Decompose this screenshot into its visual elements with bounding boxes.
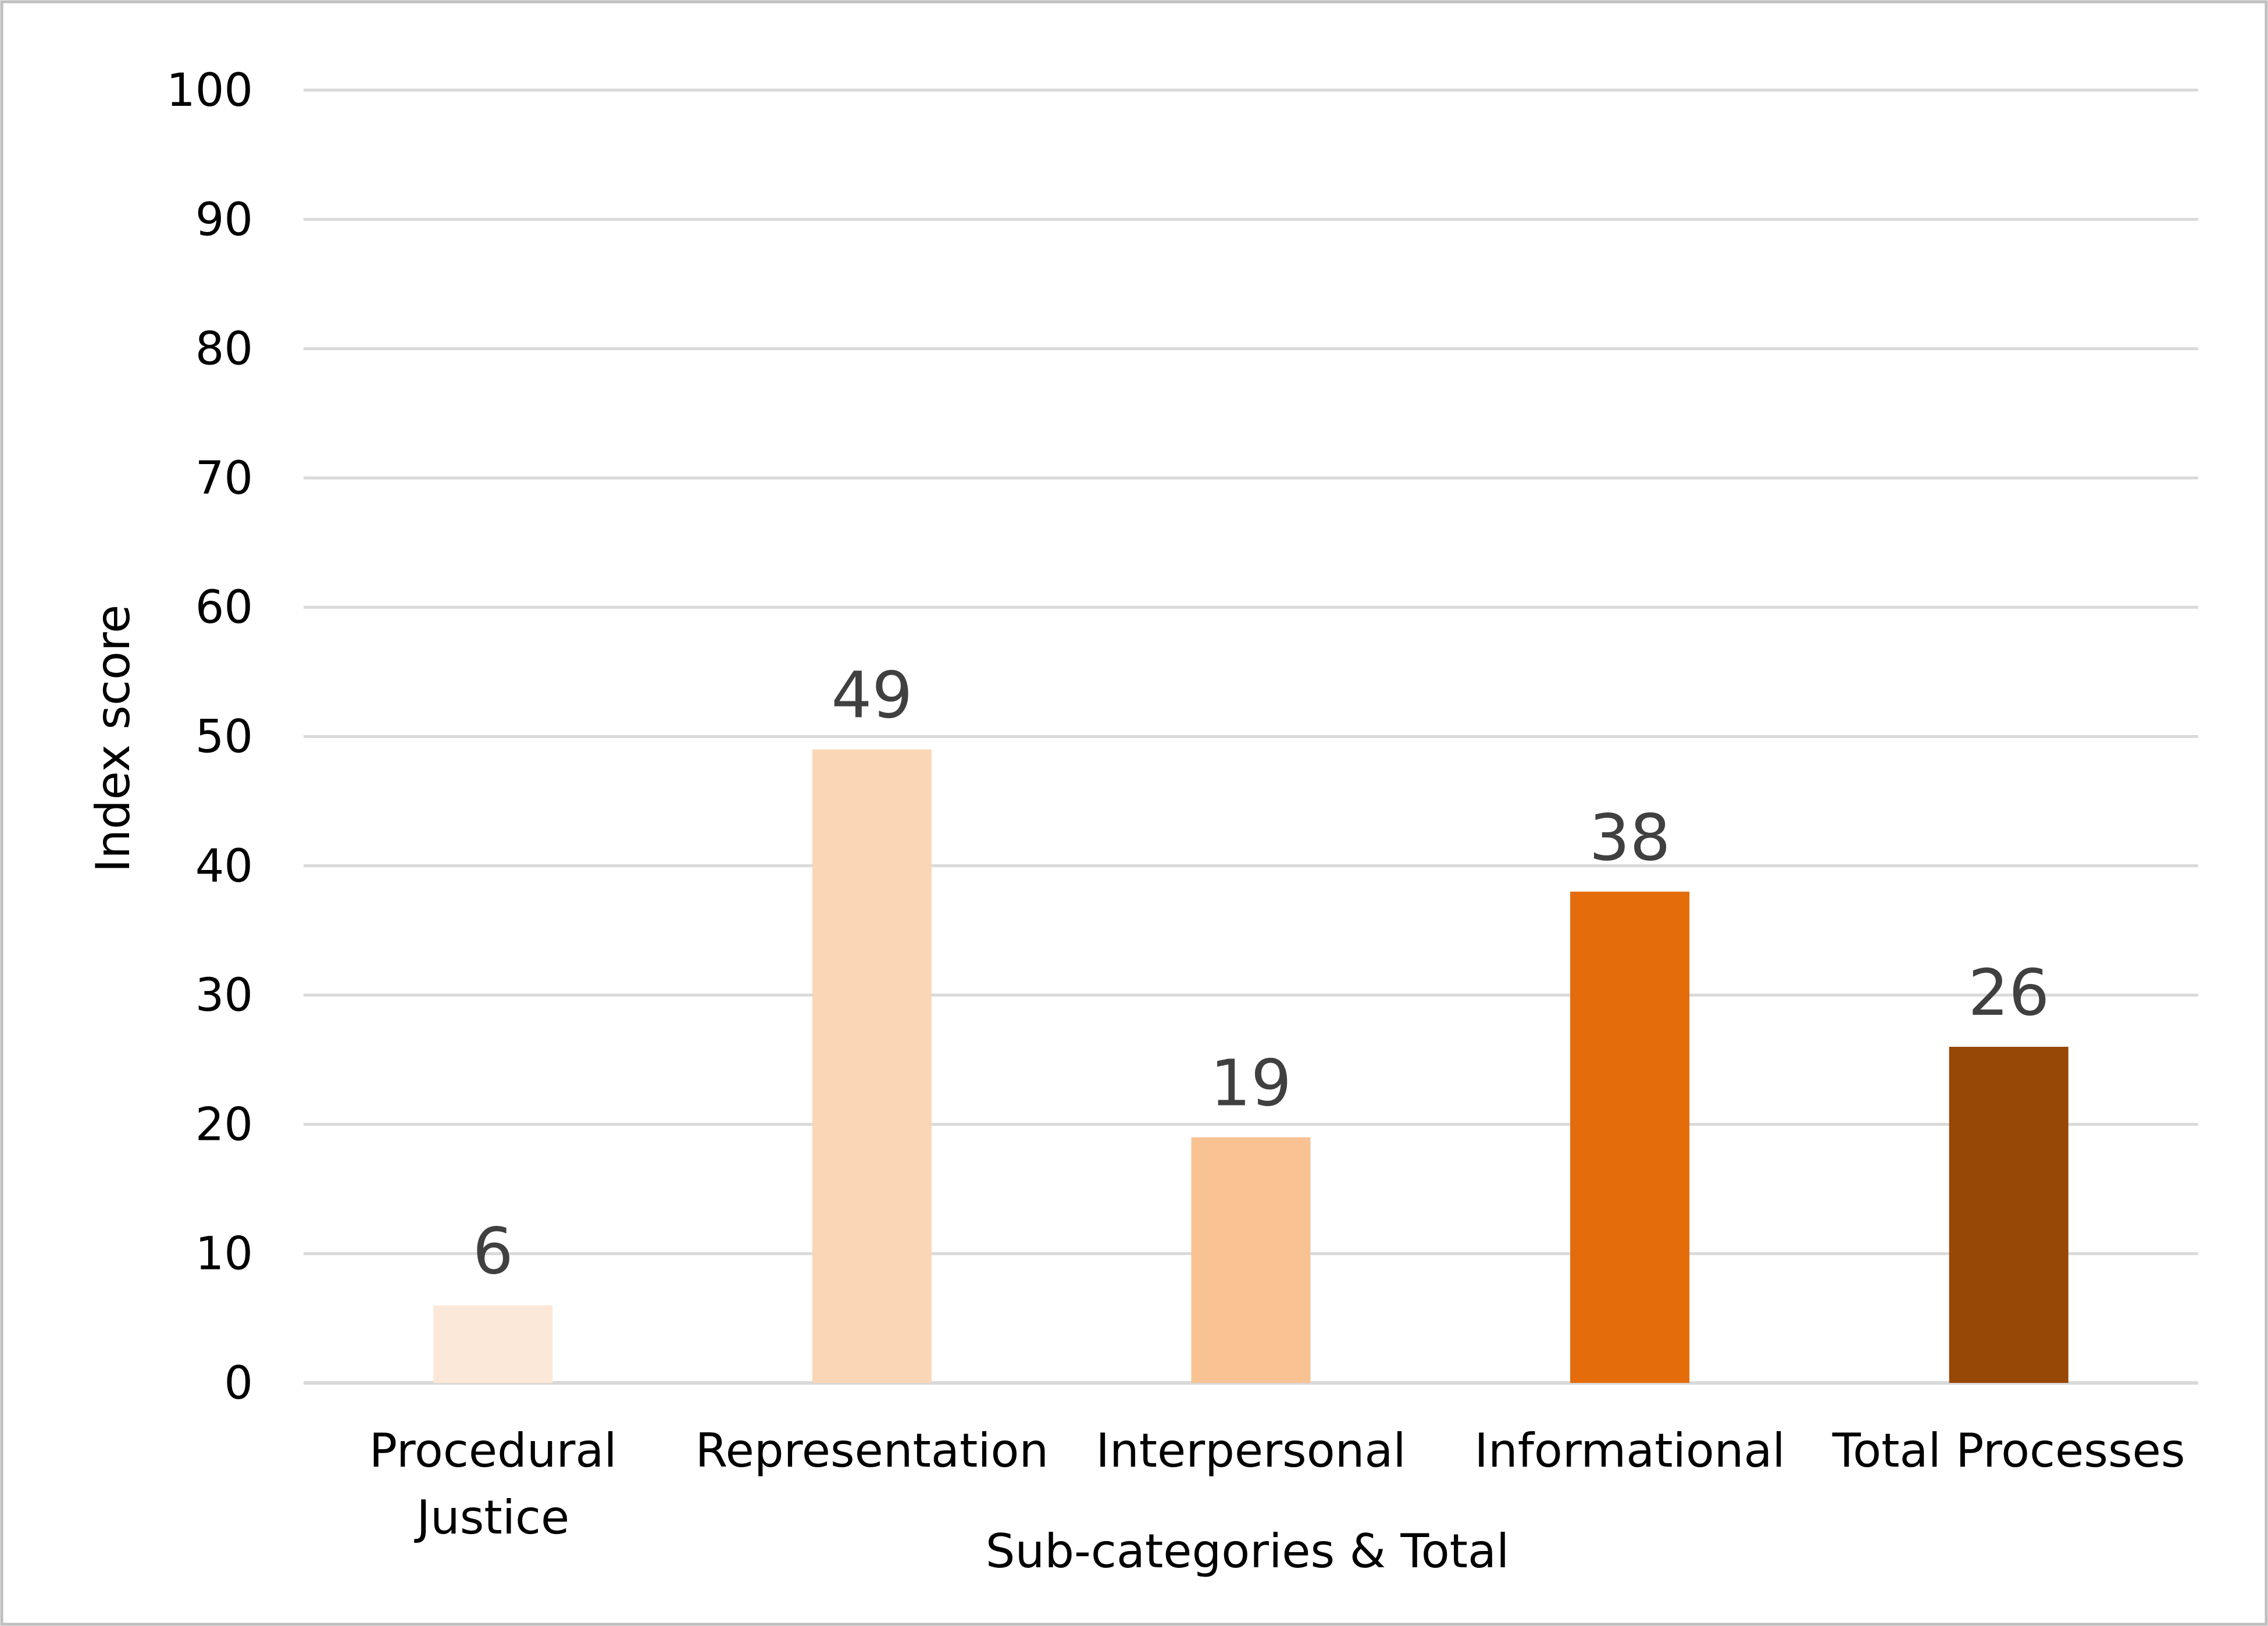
y-axis-ticks: 0 10 20 30 40 50 60 70 80 90 100 [166,65,253,1410]
x-axis-categories: Procedural Justice Representation Interpers… [369,1424,2185,1545]
y-tick-label-90: 90 [195,194,253,246]
bar-0 [433,1305,553,1383]
y-tick-label-100: 100 [166,65,253,117]
y-tick-label-80: 80 [195,323,253,376]
y-tick-label-10: 10 [195,1228,253,1281]
bars [433,749,2069,1383]
y-tick-label-20: 20 [195,1099,253,1151]
data-label-0: 6 [473,1214,513,1289]
y-tick-label-40: 40 [195,840,253,893]
data-labels: 6 49 19 38 26 [473,658,2049,1289]
bar-3 [1570,892,1690,1383]
data-label-1: 49 [831,658,912,733]
y-tick-label-30: 30 [195,969,253,1022]
y-tick-label-0: 0 [224,1357,253,1410]
x-category-label-2: Interpersonal [1096,1424,1406,1478]
x-category-label-3: Informational [1474,1424,1785,1478]
x-axis-title: Sub-categories & Total [986,1524,1510,1578]
x-category-label-0-line-1: Justice [413,1490,569,1545]
y-axis-title: Index score [86,605,140,873]
y-tick-label-60: 60 [195,582,253,634]
data-label-3: 38 [1589,800,1671,875]
x-category-label-1: Representation [696,1424,1049,1478]
bar-4 [1949,1047,2069,1383]
bar-1 [812,749,932,1383]
y-tick-label-50: 50 [195,711,253,764]
gridlines [304,88,2198,1385]
data-label-2: 19 [1210,1046,1292,1121]
x-category-label-0-line-0: Procedural [369,1424,617,1478]
y-tick-label-70: 70 [195,452,253,505]
x-category-label-4: Total Processes [1832,1424,2185,1478]
data-label-4: 26 [1968,955,2049,1030]
bar-2 [1191,1137,1311,1383]
